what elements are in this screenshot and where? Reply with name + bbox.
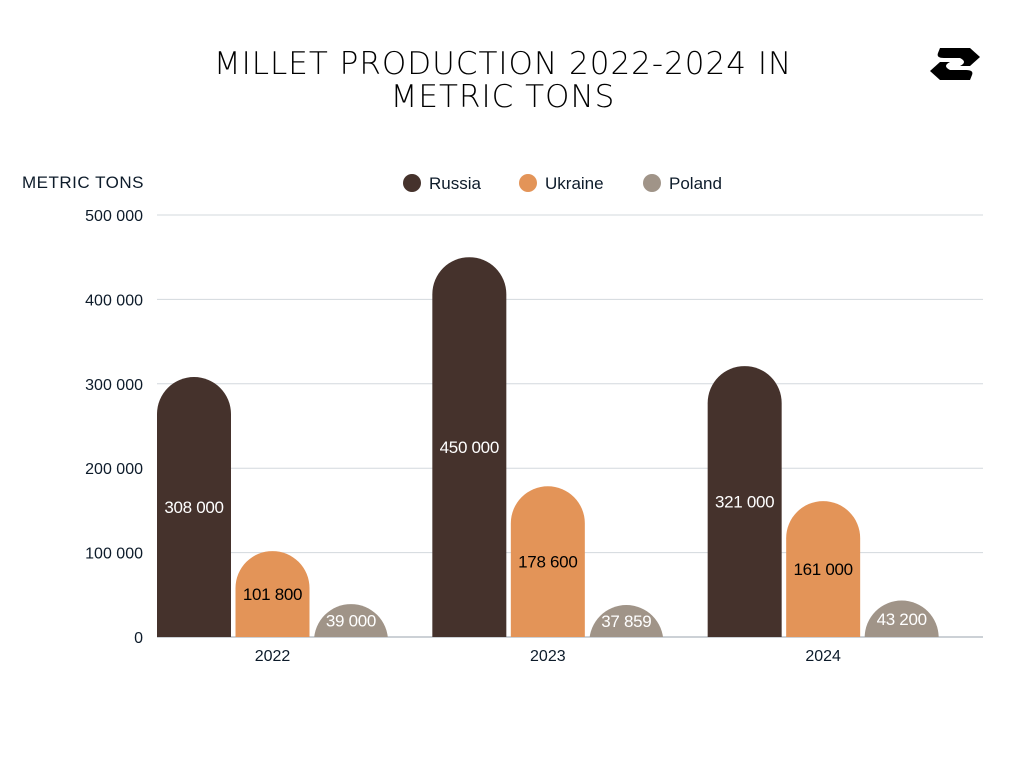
data-label: 43 200 bbox=[877, 610, 927, 629]
legend-label-russia: Russia bbox=[429, 174, 482, 193]
y-tick-label: 0 bbox=[134, 630, 143, 647]
bar-poland-2022 bbox=[314, 604, 388, 637]
chart-title-line-2: METRIC TONS bbox=[390, 79, 616, 115]
bar-russia-2024 bbox=[707, 366, 782, 637]
logo-icon bbox=[930, 48, 980, 80]
data-label: 101 800 bbox=[243, 585, 302, 604]
y-tick-label: 300 000 bbox=[85, 377, 143, 394]
legend-label-ukraine: Ukraine bbox=[545, 174, 604, 193]
bar-russia-2023 bbox=[432, 257, 507, 637]
chart-title-line-1: MILLET PRODUCTION 2022-2024 IN bbox=[213, 46, 793, 82]
y-axis-title: METRIC TONS bbox=[22, 173, 144, 192]
data-label: 450 000 bbox=[440, 438, 499, 457]
data-label: 161 000 bbox=[793, 560, 852, 579]
y-tick-label: 500 000 bbox=[85, 208, 143, 225]
data-label: 178 600 bbox=[518, 553, 577, 572]
data-label: 39 000 bbox=[326, 612, 376, 631]
legend-marker-ukraine bbox=[519, 174, 537, 192]
x-tick-label: 2022 bbox=[255, 648, 291, 665]
legend-label-poland: Poland bbox=[669, 174, 722, 193]
y-tick-label: 400 000 bbox=[85, 292, 143, 309]
data-label: 321 000 bbox=[715, 493, 774, 512]
bar-russia-2022 bbox=[157, 377, 231, 637]
bar-poland-2024 bbox=[864, 600, 939, 637]
y-tick-label: 100 000 bbox=[85, 546, 143, 563]
data-label: 37 859 bbox=[601, 612, 651, 631]
bar-poland-2023 bbox=[589, 605, 663, 637]
legend-marker-poland bbox=[643, 174, 661, 192]
bar-ukraine-2023 bbox=[510, 486, 585, 637]
bar-ukraine-2024 bbox=[786, 501, 861, 637]
legend-marker-russia bbox=[403, 174, 421, 192]
chart-title: MILLET PRODUCTION 2022-2024 IN METRIC TO… bbox=[150, 48, 856, 114]
data-label: 308 000 bbox=[164, 498, 223, 517]
bar-ukraine-2022 bbox=[235, 551, 310, 637]
x-tick-label: 2024 bbox=[805, 648, 841, 665]
x-tick-label: 2023 bbox=[530, 648, 566, 665]
y-tick-label: 200 000 bbox=[85, 461, 143, 478]
